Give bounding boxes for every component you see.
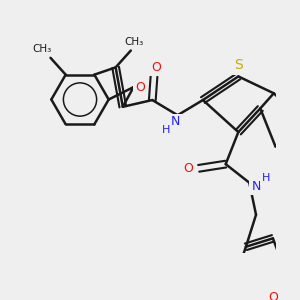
Text: H: H: [162, 125, 170, 135]
Text: N: N: [171, 116, 181, 128]
Text: N: N: [251, 180, 261, 194]
Text: O: O: [268, 291, 278, 300]
Text: O: O: [135, 81, 145, 94]
Text: CH₃: CH₃: [32, 44, 52, 54]
Text: S: S: [234, 58, 243, 73]
Text: O: O: [151, 61, 160, 74]
Text: CH₃: CH₃: [124, 37, 144, 47]
Text: O: O: [184, 162, 194, 175]
Text: H: H: [262, 173, 270, 184]
